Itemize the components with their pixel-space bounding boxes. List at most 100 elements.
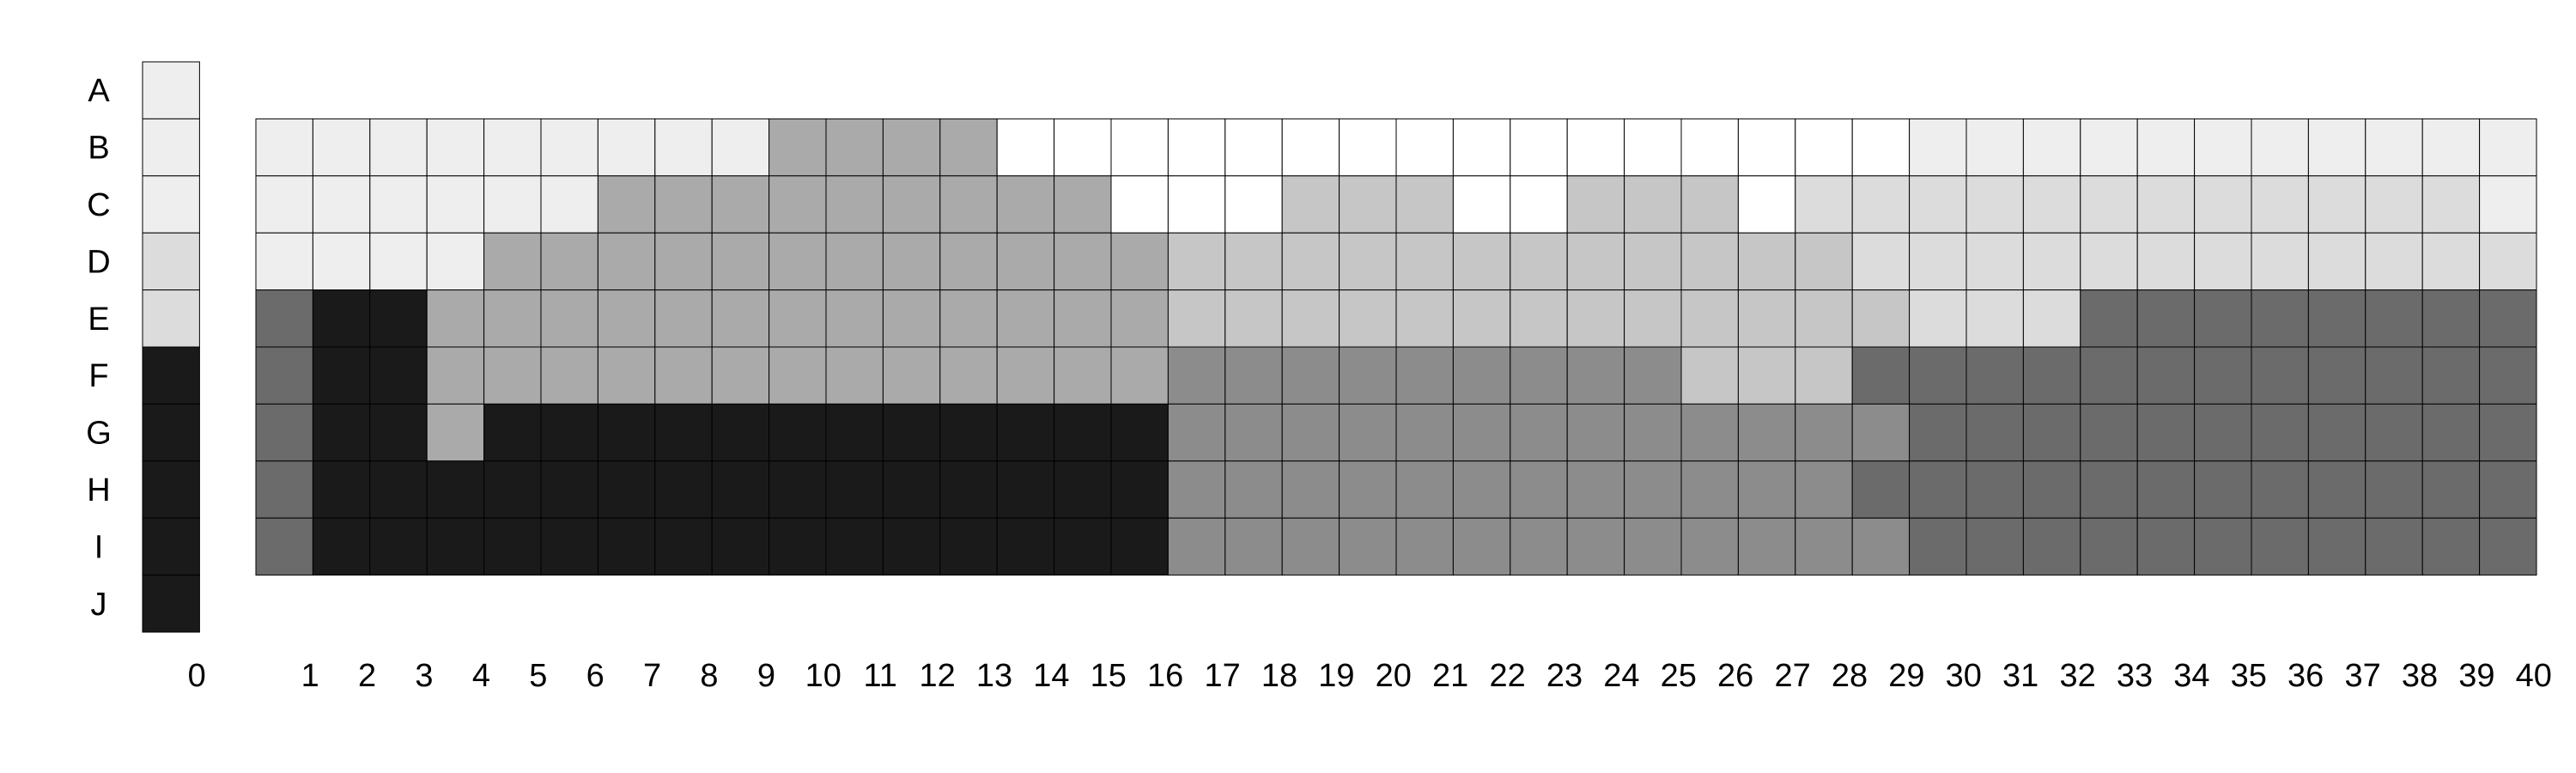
heatmap-cell-G-10 <box>769 403 827 462</box>
heatmap-cell-D-12 <box>882 232 941 291</box>
heatmap-cell-I-31 <box>1965 517 2024 576</box>
heatmap-cell-G-32 <box>2022 403 2081 462</box>
row-label-C: C <box>87 187 110 223</box>
heatmap-cell-H-37 <box>2307 460 2366 519</box>
heatmap-cell-H-5 <box>483 460 542 519</box>
heatmap-cell-G-15 <box>1054 403 1112 462</box>
heatmap-cell-I-34 <box>2136 517 2196 576</box>
heatmap-cell-C-40 <box>2479 175 2537 234</box>
heatmap-cell-B-32 <box>2022 118 2081 177</box>
heatmap-cell-G-22 <box>1452 403 1511 462</box>
heatmap-cell-D-39 <box>2421 232 2481 291</box>
heatmap-cell-I-22 <box>1452 517 1511 576</box>
heatmap-cell-I-3 <box>369 517 428 576</box>
column-label-2: 2 <box>358 658 376 694</box>
heatmap-cell-G-38 <box>2365 403 2423 462</box>
heatmap-cell-B-23 <box>1510 118 1568 177</box>
heatmap-cell-E-9 <box>711 289 770 348</box>
heatmap-cell-D-1 <box>255 232 313 291</box>
heatmap-cell-G-24 <box>1566 403 1625 462</box>
heatmap-cell-H-40 <box>2479 460 2537 519</box>
column-label-27: 27 <box>1774 658 1810 694</box>
heatmap-cell-H-34 <box>2136 460 2196 519</box>
column-label-31: 31 <box>2002 658 2038 694</box>
reference-column-cells <box>142 61 200 633</box>
heatmap-cell-G-13 <box>939 403 998 462</box>
heatmap-cell-C-15 <box>1054 175 1112 234</box>
heatmap-cell-D-23 <box>1510 232 1568 291</box>
heatmap-cell-B-39 <box>2421 118 2481 177</box>
heatmap-cell-I-39 <box>2421 517 2481 576</box>
heatmap-cell-E-8 <box>654 289 713 348</box>
heatmap-cell-E-18 <box>1224 289 1283 348</box>
heatmap-cell-C-1 <box>255 175 313 234</box>
heatmap-cell-H-31 <box>1965 460 2024 519</box>
heatmap-cell-D-13 <box>939 232 998 291</box>
heatmap-cell-C-34 <box>2136 175 2196 234</box>
heatmap-cell-C-8 <box>654 175 713 234</box>
heatmap-cell-D-40 <box>2479 232 2537 291</box>
column-label-20: 20 <box>1376 658 1412 694</box>
heatmap-cell-G-31 <box>1965 403 2024 462</box>
heatmap-cell-C-39 <box>2421 175 2481 234</box>
heatmap-cell-E-35 <box>2194 289 2252 348</box>
heatmap-cell-H-19 <box>1281 460 1340 519</box>
column-label-16: 16 <box>1147 658 1183 694</box>
heatmap-cell-H-4 <box>426 460 485 519</box>
heatmap-cell-E-21 <box>1395 289 1454 348</box>
heatmap-cell-F-9 <box>711 346 770 405</box>
heatmap-cell-I-23 <box>1510 517 1568 576</box>
heatmap-cell-E-23 <box>1510 289 1568 348</box>
heatmap-cell-H-21 <box>1395 460 1454 519</box>
heatmap-cell-H-3 <box>369 460 428 519</box>
heatmap-cell-D-26 <box>1680 232 1739 291</box>
heatmap-cell-B-0 <box>142 118 200 177</box>
heatmap-cell-D-30 <box>1909 232 1967 291</box>
heatmap-cell-B-22 <box>1452 118 1511 177</box>
heatmap-cell-G-17 <box>1167 403 1226 462</box>
heatmap-cell-C-19 <box>1281 175 1340 234</box>
heatmap-cell-C-38 <box>2365 175 2423 234</box>
heatmap-cell-B-7 <box>597 118 656 177</box>
column-label-10: 10 <box>805 658 841 694</box>
heatmap-cell-G-35 <box>2194 403 2252 462</box>
heatmap-cell-C-16 <box>1110 175 1169 234</box>
row-label-A: A <box>88 73 110 109</box>
heatmap-cell-G-23 <box>1510 403 1568 462</box>
heatmap-cell-C-17 <box>1167 175 1226 234</box>
heatmap-cell-C-22 <box>1452 175 1511 234</box>
heatmap-cell-B-26 <box>1680 118 1739 177</box>
heatmap-cell-E-40 <box>2479 289 2537 348</box>
heatmap-cell-F-33 <box>2080 346 2138 405</box>
heatmap-cell-C-18 <box>1224 175 1283 234</box>
heatmap-cell-B-1 <box>255 118 313 177</box>
column-label-34: 34 <box>2173 658 2209 694</box>
heatmap-cell-I-14 <box>996 517 1055 576</box>
heatmap-cell-I-6 <box>540 517 598 576</box>
heatmap-cell-F-27 <box>1737 346 1796 405</box>
heatmap-cell-B-24 <box>1566 118 1625 177</box>
heatmap-cell-H-16 <box>1110 460 1169 519</box>
heatmap-cell-H-1 <box>255 460 313 519</box>
heatmap-cell-C-13 <box>939 175 998 234</box>
heatmap-cell-B-17 <box>1167 118 1226 177</box>
heatmap-cell-C-25 <box>1624 175 1682 234</box>
heatmap-cell-B-13 <box>939 118 998 177</box>
heatmap-cell-E-0 <box>142 289 200 348</box>
heatmap-cell-D-34 <box>2136 232 2196 291</box>
heatmap-cell-D-11 <box>825 232 884 291</box>
heatmap-cell-D-2 <box>312 232 371 291</box>
heatmap-cell-H-10 <box>769 460 827 519</box>
heatmap-cell-B-19 <box>1281 118 1340 177</box>
heatmap-cell-C-14 <box>996 175 1055 234</box>
column-label-15: 15 <box>1091 658 1127 694</box>
heatmap-cell-F-14 <box>996 346 1055 405</box>
heatmap-cell-C-35 <box>2194 175 2252 234</box>
heatmap-cell-G-1 <box>255 403 313 462</box>
heatmap-cell-B-15 <box>1054 118 1112 177</box>
heatmap-cell-F-15 <box>1054 346 1112 405</box>
heatmap-cell-E-11 <box>825 289 884 348</box>
heatmap-cell-C-21 <box>1395 175 1454 234</box>
heatmap-cell-F-26 <box>1680 346 1739 405</box>
